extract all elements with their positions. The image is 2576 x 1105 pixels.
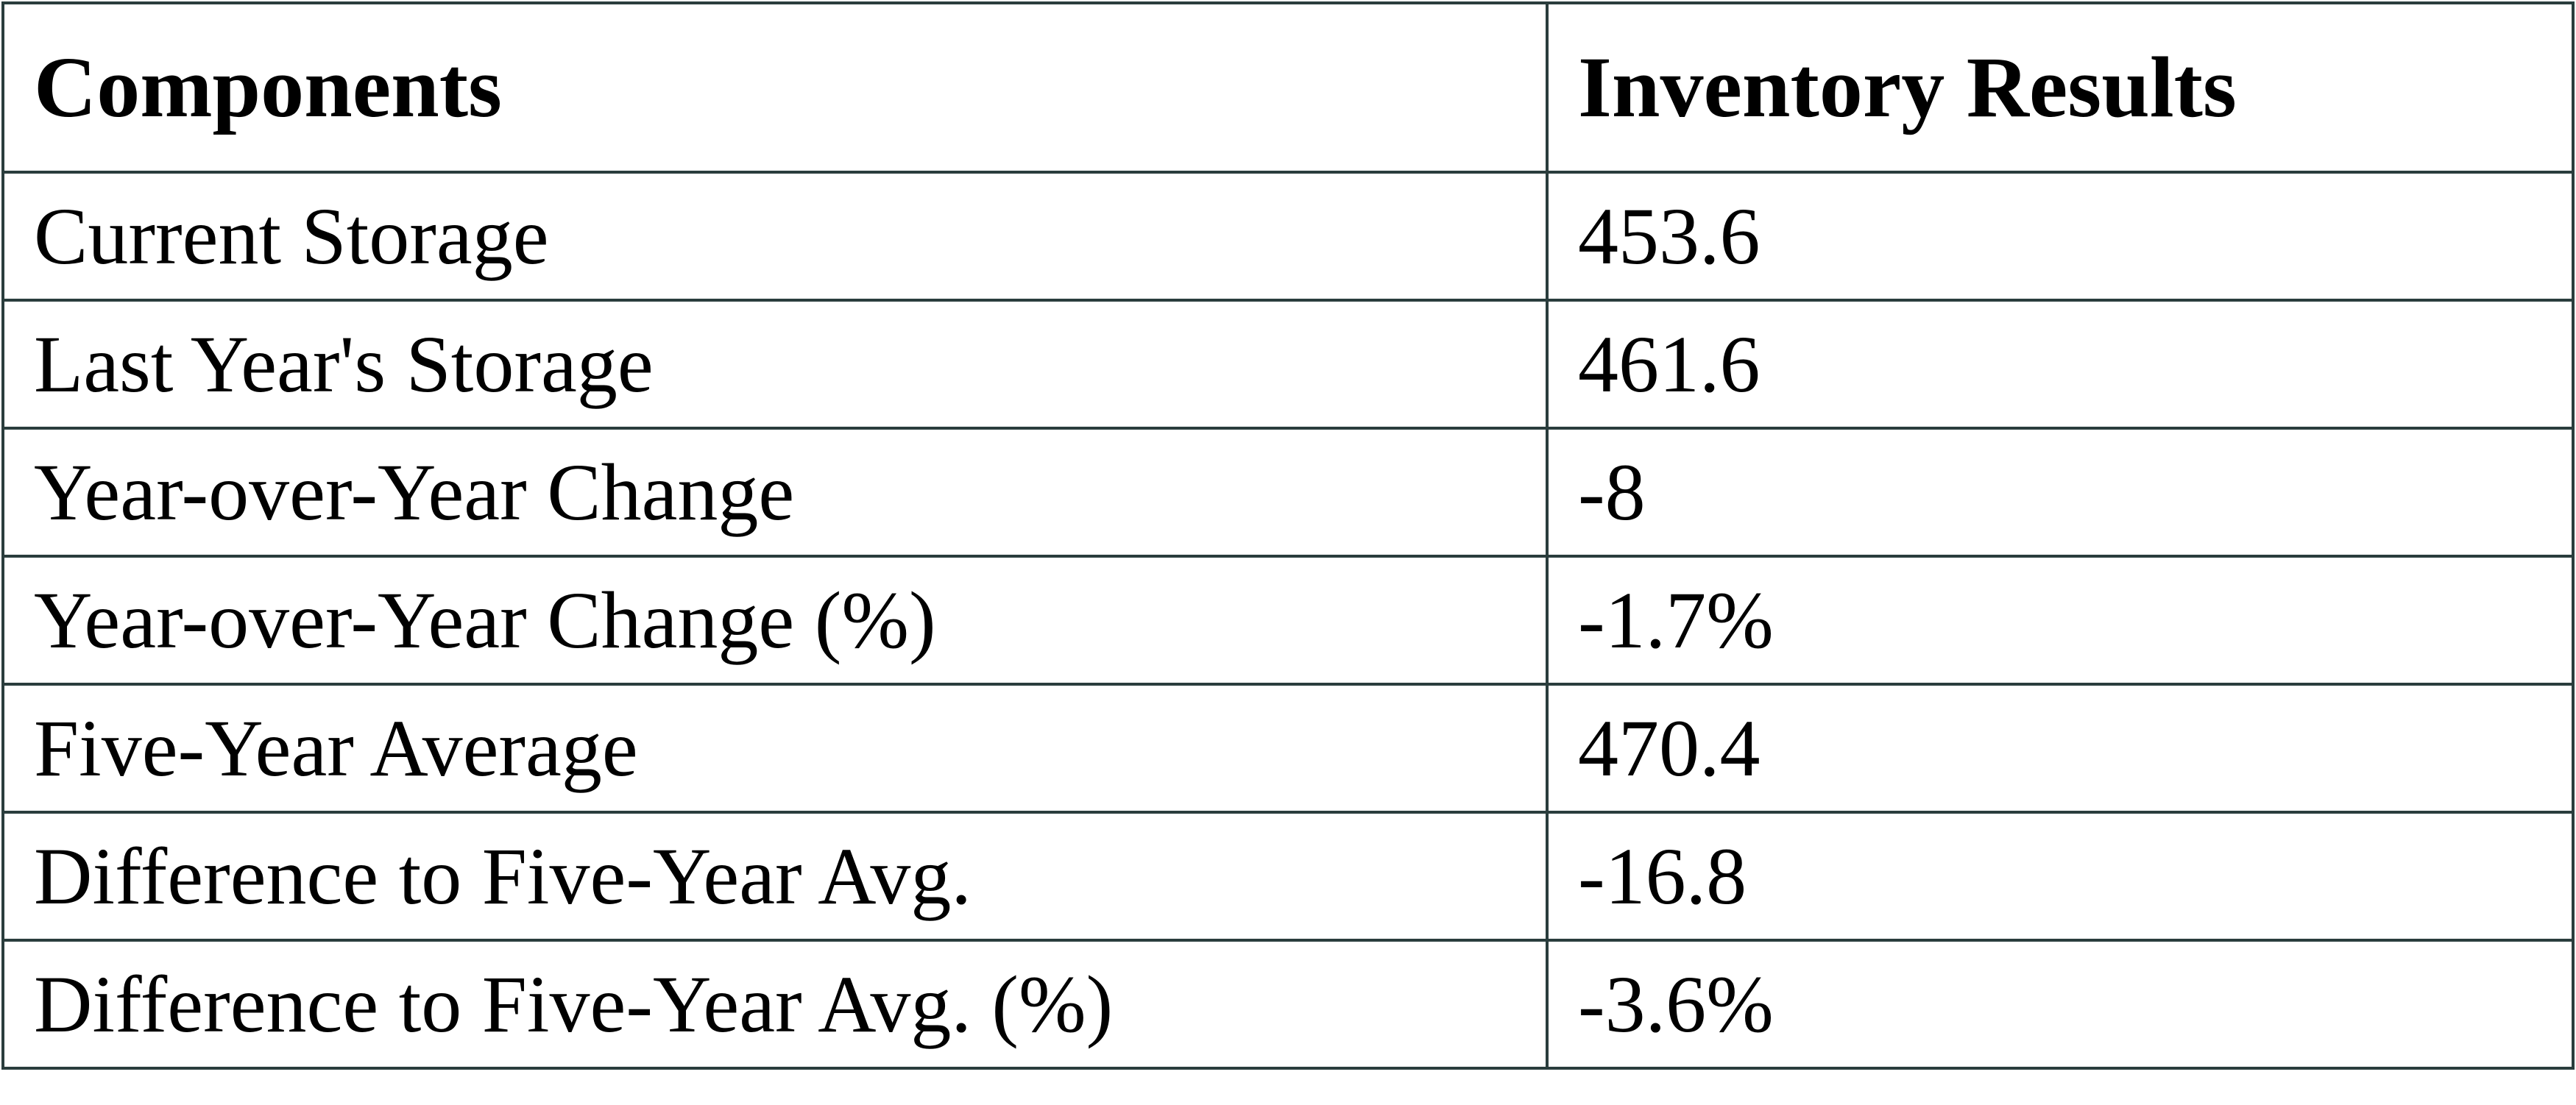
result-cell: 470.4 xyxy=(1546,683,2575,814)
result-cell: -16.8 xyxy=(1546,811,2575,942)
table-row: Year-over-Year Change (%) -1.7% xyxy=(1,555,2575,686)
result-cell: -1.7% xyxy=(1546,555,2575,686)
result-cell: -3.6% xyxy=(1546,939,2575,1070)
component-cell: Difference to Five-Year Avg. (%) xyxy=(1,939,1549,1070)
component-cell: Year-over-Year Change (%) xyxy=(1,555,1549,686)
table-row: Last Year's Storage 461.6 xyxy=(1,299,2575,430)
table-row: Five-Year Average 470.4 xyxy=(1,683,2575,814)
table-row: Current Storage 453.6 xyxy=(1,171,2575,302)
table-row: Difference to Five-Year Avg. -16.8 xyxy=(1,811,2575,942)
table-row: Year-over-Year Change -8 xyxy=(1,427,2575,558)
result-cell: -8 xyxy=(1546,427,2575,558)
inventory-table: Components Inventory Results Current Stor… xyxy=(1,1,2575,1070)
table-row: Difference to Five-Year Avg. (%) -3.6% xyxy=(1,939,2575,1070)
component-cell: Year-over-Year Change xyxy=(1,427,1549,558)
component-cell: Current Storage xyxy=(1,171,1549,302)
header-cell: Components xyxy=(1,1,1549,174)
result-cell: 461.6 xyxy=(1546,299,2575,430)
table-body: Current Storage 453.6 Last Year's Storage 4… xyxy=(1,171,2575,1070)
component-cell: Five-Year Average xyxy=(1,683,1549,814)
component-cell: Last Year's Storage xyxy=(1,299,1549,430)
component-cell: Difference to Five-Year Avg. xyxy=(1,811,1549,942)
header-row: Components Inventory Results xyxy=(1,1,2575,174)
header-cell: Inventory Results xyxy=(1546,1,2575,174)
result-cell: 453.6 xyxy=(1546,171,2575,302)
